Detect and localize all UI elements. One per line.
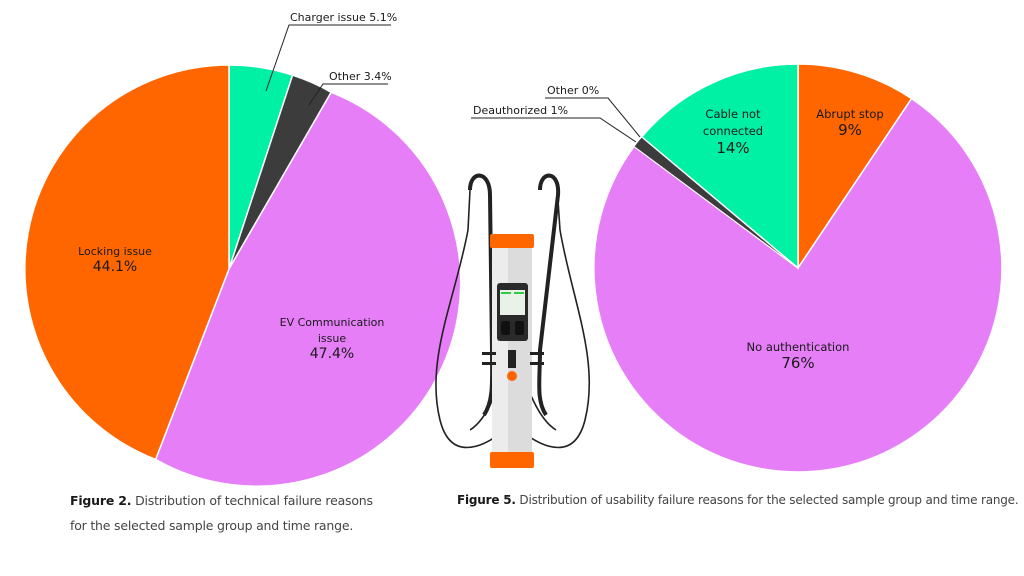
callout-line-other-0 <box>545 97 641 138</box>
no-authentication-value: 76% <box>781 354 814 372</box>
technical-failure-pie: Charger issue 5.1% Other 3.4% Locking is… <box>24 11 462 487</box>
figure-2-label: Figure 2. <box>70 493 132 508</box>
callout-other-0: Other 0% <box>547 84 599 97</box>
ev-communication-label-2: issue <box>318 332 346 345</box>
locking-issue-label: Locking issue <box>78 245 152 258</box>
pie-slice-cable-not-connected <box>640 63 799 270</box>
ev-communication-label-1: EV Communication <box>280 316 385 329</box>
callout-other: Other 3.4% <box>329 70 392 83</box>
figure-5-label: Figure 5. <box>457 493 516 507</box>
figure-2-caption-line-2: for the selected sample group and time r… <box>70 518 354 533</box>
figure-5-caption: Figure 5. Distribution of usability fail… <box>457 488 1024 513</box>
pie-slice-ev-communication <box>154 91 462 487</box>
pie-slice-abrupt-stop <box>797 63 913 271</box>
cable-not-connected-value: 14% <box>716 139 749 157</box>
pie-slice-locking-issue <box>24 64 230 461</box>
figure-5-text: Distribution of usability failure reason… <box>515 493 1019 507</box>
callout-line-charger <box>265 24 391 92</box>
figure-2-text-1: Distribution of technical failure reason… <box>131 493 373 508</box>
locking-issue-value: 44.1% <box>93 259 137 275</box>
callout-line-deauthorized <box>471 117 637 143</box>
figure-2-caption-line-1: Figure 2. Distribution of technical fail… <box>70 488 450 513</box>
ev-charger-illustration <box>435 173 591 468</box>
figure-2-caption: Figure 2. Distribution of technical fail… <box>70 488 450 538</box>
ev-communication-value: 47.4% <box>310 346 354 362</box>
abrupt-stop-label: Abrupt stop <box>816 107 883 121</box>
callout-charger-issue: Charger issue 5.1% <box>290 11 397 24</box>
pie-slice-no-authentication <box>593 97 1003 473</box>
no-authentication-label: No authentication <box>747 340 850 354</box>
usability-failure-pie: Other 0% Deauthorized 1% Cable not conne… <box>471 63 1003 473</box>
callout-deauthorized: Deauthorized 1% <box>473 104 568 117</box>
callout-line-other <box>308 83 388 106</box>
cable-not-connected-label-1: Cable not <box>705 107 761 121</box>
cable-not-connected-label-2: connected <box>703 124 763 138</box>
abrupt-stop-value: 9% <box>838 121 862 139</box>
